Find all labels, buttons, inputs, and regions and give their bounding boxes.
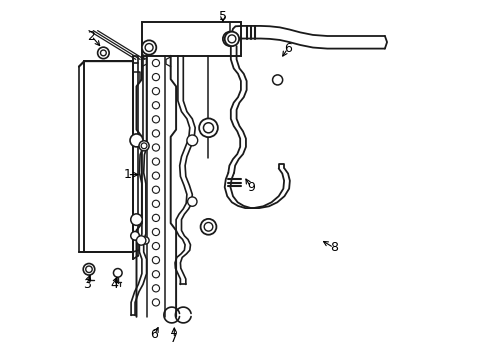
Circle shape [101, 50, 106, 56]
Circle shape [152, 271, 159, 278]
Text: 9: 9 [246, 181, 254, 194]
Text: 7: 7 [170, 332, 178, 345]
Circle shape [187, 197, 197, 206]
Circle shape [141, 143, 146, 149]
Circle shape [272, 75, 282, 85]
Text: 5: 5 [219, 10, 226, 23]
Circle shape [186, 135, 197, 146]
Circle shape [85, 266, 92, 273]
Circle shape [152, 228, 159, 235]
Circle shape [204, 222, 212, 231]
Circle shape [152, 144, 159, 151]
Circle shape [83, 264, 95, 275]
Circle shape [139, 141, 149, 151]
Text: 3: 3 [82, 278, 91, 291]
Text: 1: 1 [123, 168, 131, 181]
Circle shape [199, 118, 218, 137]
Text: 2: 2 [87, 30, 95, 42]
Circle shape [200, 219, 216, 235]
Text: 4: 4 [110, 278, 118, 291]
Circle shape [113, 269, 122, 277]
Circle shape [203, 123, 213, 133]
Circle shape [152, 116, 159, 123]
Circle shape [142, 237, 149, 244]
Circle shape [152, 158, 159, 165]
Circle shape [136, 236, 145, 245]
Circle shape [152, 102, 159, 109]
Circle shape [152, 186, 159, 193]
Text: 6: 6 [283, 42, 291, 55]
Circle shape [130, 214, 142, 225]
Circle shape [142, 40, 156, 55]
Circle shape [152, 200, 159, 207]
Circle shape [152, 214, 159, 221]
Text: 8: 8 [329, 241, 337, 254]
Circle shape [227, 35, 235, 43]
Circle shape [152, 73, 159, 81]
Circle shape [152, 87, 159, 95]
Circle shape [152, 172, 159, 179]
Circle shape [152, 257, 159, 264]
Circle shape [152, 285, 159, 292]
Circle shape [152, 59, 159, 67]
Circle shape [130, 231, 139, 240]
Circle shape [152, 130, 159, 137]
Bar [84, 61, 133, 252]
Circle shape [152, 299, 159, 306]
Circle shape [98, 47, 109, 59]
Bar [142, 22, 241, 56]
Circle shape [223, 32, 237, 46]
Circle shape [225, 35, 234, 43]
Circle shape [152, 243, 159, 250]
Text: 6: 6 [150, 328, 158, 341]
Circle shape [145, 44, 153, 51]
Circle shape [130, 134, 142, 147]
Circle shape [224, 32, 239, 46]
